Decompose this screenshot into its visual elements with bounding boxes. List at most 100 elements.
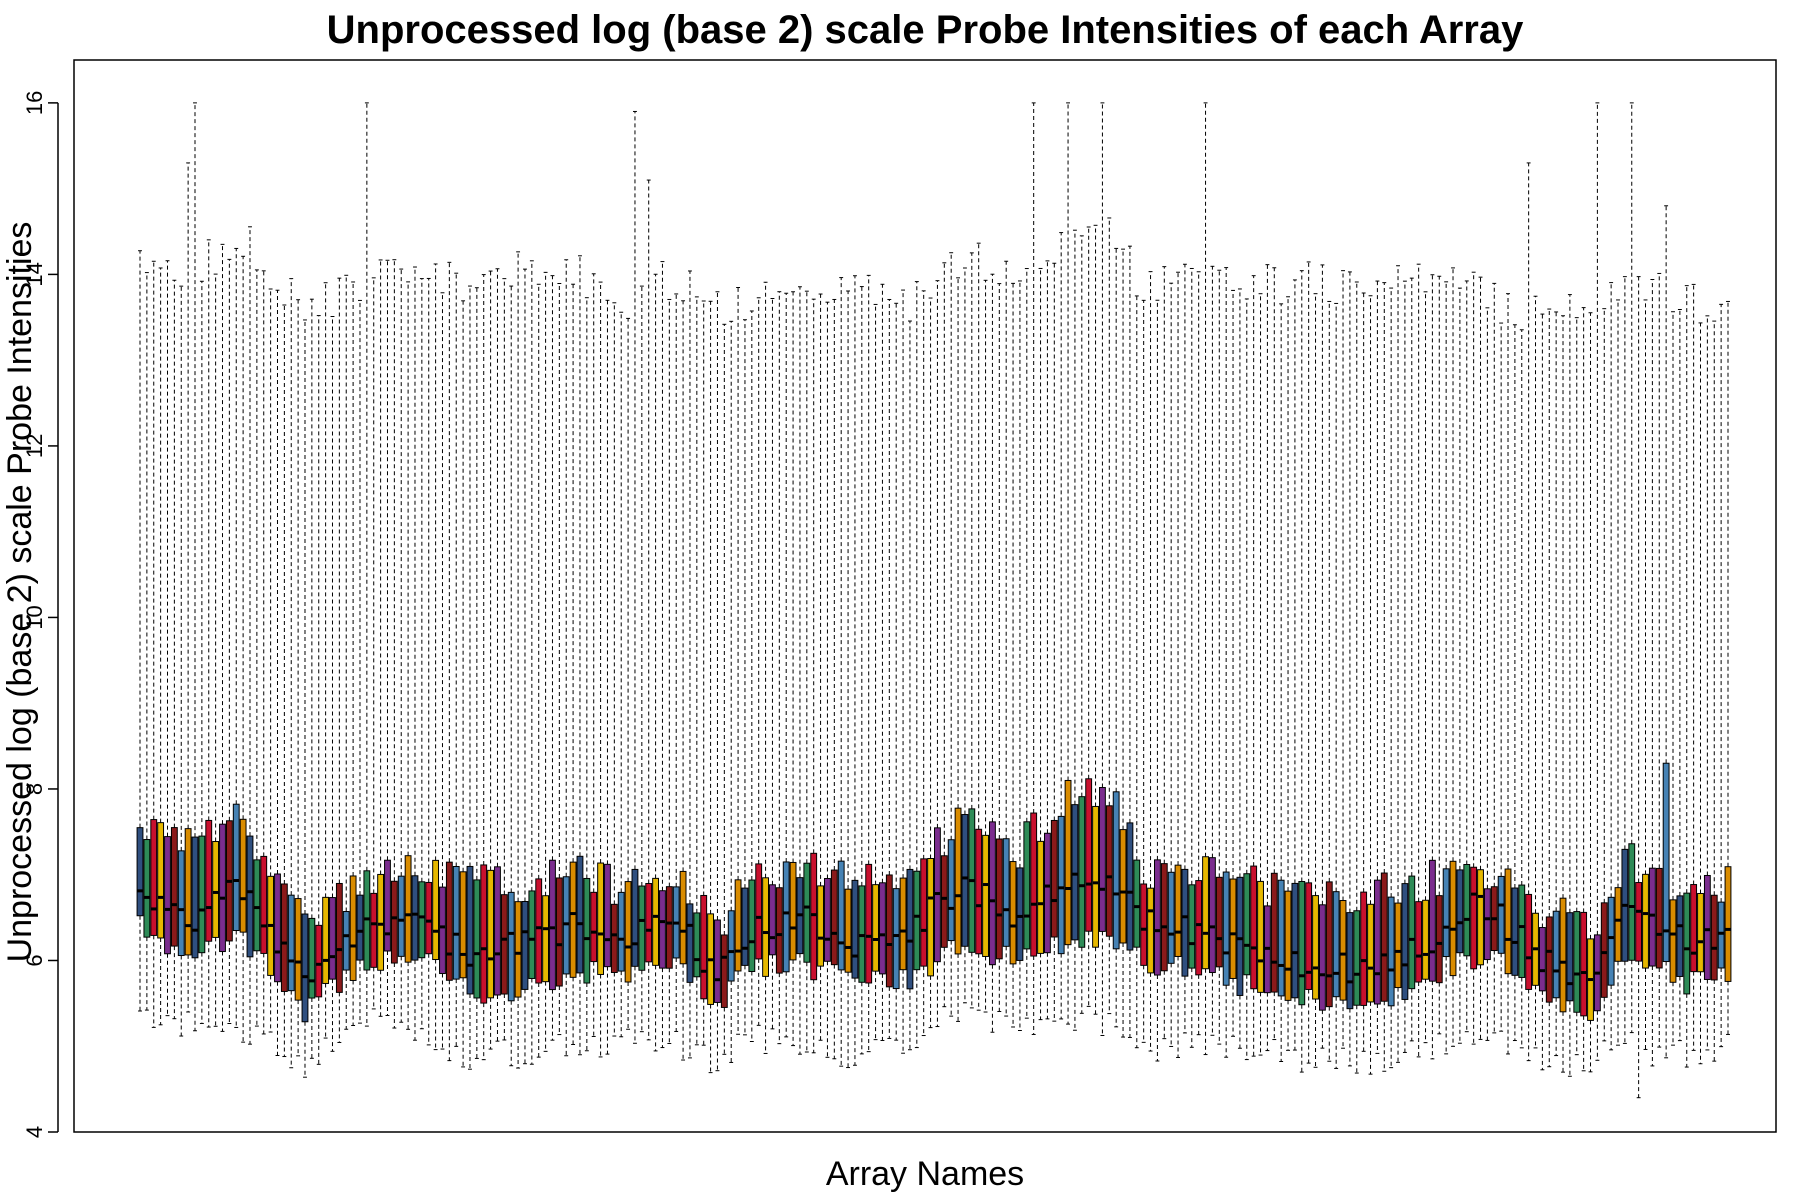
box-array [514, 251, 522, 1069]
box-iqr [177, 850, 185, 957]
box-array [652, 273, 660, 1052]
box-array [817, 293, 824, 1041]
box-iqr [1277, 879, 1285, 997]
box-iqr [280, 883, 288, 992]
box-array [301, 319, 309, 1078]
box-iqr [439, 886, 446, 975]
box-array [645, 179, 653, 1041]
y-axis-title: Unprocessed log (base 2) scale Probe Int… [1, 222, 39, 963]
box-iqr [1071, 804, 1079, 941]
box-array [404, 281, 412, 1030]
box-array [384, 259, 391, 1016]
box-array [1676, 308, 1684, 1042]
box-array [1538, 313, 1546, 1071]
box-array [1490, 282, 1498, 1034]
box-array [906, 320, 914, 1051]
box-array [1456, 287, 1464, 1044]
box-array [1298, 270, 1306, 1073]
box-array [1229, 289, 1237, 1037]
box-iqr [734, 879, 742, 972]
box-array [610, 302, 618, 1037]
box-iqr [1477, 869, 1484, 966]
box-array [1325, 300, 1333, 1062]
box-array [1305, 261, 1313, 1064]
box-array [947, 252, 955, 1017]
box-iqr [1078, 796, 1086, 948]
box-array [184, 162, 192, 1013]
box-array [1483, 307, 1491, 1041]
box-iqr [892, 888, 900, 990]
box-array [1078, 235, 1086, 1014]
box-array [796, 286, 804, 1055]
box-iqr [1250, 865, 1258, 990]
box-array [1167, 282, 1175, 1047]
box-array [1635, 276, 1643, 1099]
y-tick-label: 12 [22, 434, 47, 458]
box-array [679, 300, 687, 1061]
box-iqr [755, 863, 763, 960]
box-array [954, 277, 962, 1022]
box-iqr [899, 877, 907, 971]
box-array [1085, 226, 1093, 1007]
box-iqr [1099, 787, 1106, 932]
box-array [1188, 267, 1196, 1048]
box-iqr [762, 877, 769, 977]
box-iqr [521, 901, 529, 990]
box-iqr [1387, 896, 1395, 1007]
box-array [1030, 102, 1038, 1035]
box-array [638, 285, 646, 1033]
box-iqr [927, 857, 934, 977]
box-array [239, 255, 247, 1043]
box-iqr [865, 863, 873, 984]
box-iqr [239, 818, 247, 933]
box-iqr [1373, 879, 1381, 1005]
box-iqr [397, 875, 405, 957]
box-iqr [906, 868, 914, 990]
box-array [1367, 295, 1374, 1075]
box-iqr [164, 836, 171, 955]
box-array [1435, 275, 1443, 1035]
box-iqr [913, 870, 921, 971]
box-array [569, 283, 577, 1046]
box-iqr [1312, 895, 1319, 1000]
box-array [1222, 267, 1230, 1058]
box-iqr [528, 890, 536, 979]
y-tick-label: 4 [22, 1126, 47, 1138]
box-iqr [1318, 904, 1326, 1011]
box-iqr [1057, 815, 1065, 955]
box-iqr [466, 865, 474, 995]
box-iqr [1195, 880, 1203, 976]
box-array [535, 283, 543, 1058]
box-iqr [1428, 859, 1436, 982]
box-array [995, 283, 1003, 1012]
box-iqr [335, 882, 343, 993]
box-array [1009, 282, 1017, 1028]
box-array [1243, 298, 1251, 1061]
box-array [720, 323, 728, 1055]
box-iqr [404, 855, 412, 963]
box-array [665, 298, 673, 1044]
box-array [1697, 322, 1704, 1065]
box-array [246, 226, 254, 1045]
box-iqr [1669, 899, 1677, 983]
box-iqr [659, 890, 666, 969]
box-iqr [191, 836, 199, 959]
y-tick-label: 16 [22, 91, 47, 115]
box-iqr [1580, 911, 1588, 1017]
box-array [920, 290, 928, 1037]
box-iqr [287, 894, 295, 992]
box-array [507, 285, 515, 1067]
box-array [597, 281, 605, 1058]
box-iqr [1064, 779, 1072, 946]
box-array [1518, 329, 1526, 1049]
box-array [989, 273, 996, 1033]
chart-title: Unprocessed log (base 2) scale Probe Int… [327, 8, 1524, 52]
box-iqr [1690, 884, 1698, 973]
box-iqr [1497, 875, 1505, 954]
box-array [837, 277, 845, 1067]
box-iqr [1655, 867, 1663, 969]
box-array [1016, 280, 1024, 1032]
box-iqr [212, 841, 220, 938]
box-iqr [1456, 869, 1464, 954]
box-iqr [507, 891, 515, 1002]
